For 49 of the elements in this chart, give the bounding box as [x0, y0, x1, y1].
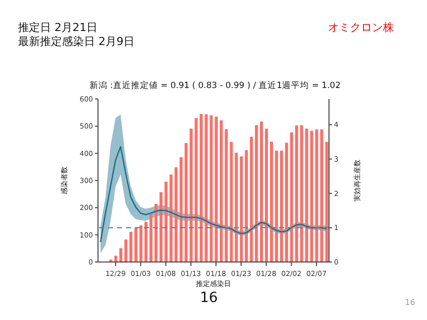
bar: [154, 204, 158, 262]
bar: [230, 142, 233, 262]
bar: [290, 132, 294, 262]
bar: [244, 150, 248, 262]
bar: [170, 174, 173, 262]
bar: [250, 136, 253, 262]
bar: [295, 125, 298, 262]
text: 16: [405, 298, 416, 307]
line-series: [100, 146, 328, 243]
bar: [174, 167, 178, 262]
bar: [224, 129, 228, 262]
bar: [234, 152, 238, 262]
bar: [194, 118, 198, 262]
bar: [315, 129, 318, 262]
bar: [214, 116, 218, 262]
bar: [260, 122, 263, 262]
bar: [210, 115, 213, 262]
bar: [264, 128, 268, 262]
bar: [119, 248, 122, 262]
bar: [280, 150, 284, 262]
bar: [285, 142, 288, 262]
bar: [129, 232, 132, 262]
text: 推定日 2月21日: [18, 20, 98, 35]
bar: [160, 192, 163, 262]
bar: [300, 125, 304, 262]
bar: [200, 114, 203, 262]
text: 16: [200, 290, 218, 306]
bar: [134, 228, 138, 262]
bar: [139, 225, 142, 262]
bar: [275, 150, 278, 262]
text: 最新推定感染日 2月9日: [18, 34, 134, 49]
bar: [164, 182, 168, 262]
bar: [310, 130, 314, 262]
bar: [204, 114, 208, 262]
bar: [270, 142, 273, 262]
bar: [325, 142, 328, 262]
bar: [180, 157, 183, 262]
bar: [149, 214, 152, 262]
bar: [144, 222, 148, 262]
bar: [124, 239, 128, 262]
bar: [240, 156, 243, 262]
chart-title: 新潟 :直近推定値 = 0.91 ( 0.83 - 0.99 ) / 直近1週平均 = 1.02: [88, 80, 342, 92]
bar: [190, 128, 193, 262]
text: オミクロン株: [328, 20, 394, 35]
bar: [220, 120, 223, 262]
bar: [320, 129, 324, 262]
bar: [254, 125, 258, 262]
bar: [184, 143, 188, 262]
bar: [305, 128, 308, 262]
